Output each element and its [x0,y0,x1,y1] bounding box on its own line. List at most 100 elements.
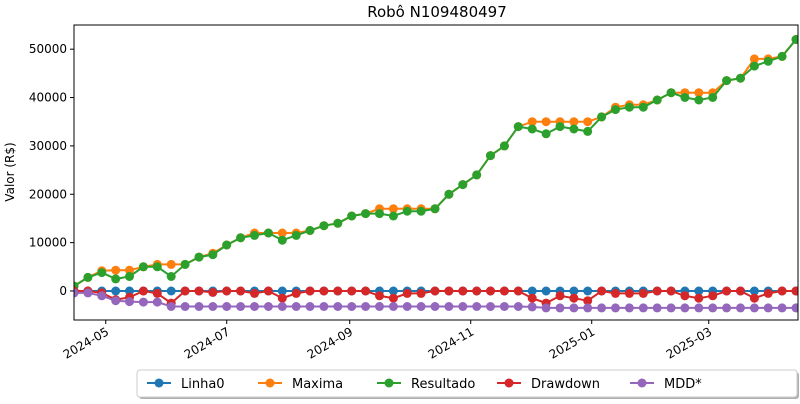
data-point-mdd [97,291,106,300]
data-point-resultado [653,96,662,105]
data-point-linha0 [167,287,176,296]
data-point-drawdown [569,294,578,303]
data-point-mdd [597,303,606,312]
data-point-mdd [708,303,717,312]
data-point-mdd [722,303,731,312]
data-point-drawdown [500,287,509,296]
data-point-drawdown [361,287,370,296]
data-point-mdd [583,303,592,312]
data-point-mdd [653,303,662,312]
y-tick-label: 40000 [29,91,67,105]
data-point-resultado [181,260,190,269]
data-point-drawdown [236,287,245,296]
data-point-resultado [333,219,342,228]
data-point-drawdown [195,287,204,296]
legend-label-drawdown: Drawdown [531,377,600,392]
data-point-resultado [125,272,134,281]
y-axis-label: Valor (R$) [3,142,17,201]
data-point-resultado [722,76,731,85]
data-point-resultado [431,204,440,213]
data-point-mdd [222,302,231,311]
data-point-mdd [542,303,551,312]
data-point-resultado [167,272,176,281]
data-point-drawdown [694,294,703,303]
data-point-mdd [639,303,648,312]
data-point-mdd [319,302,328,311]
data-point-mdd [680,303,689,312]
data-point-mdd [444,302,453,311]
data-point-mdd [208,302,217,311]
series-line-maxima [74,40,796,287]
data-point-mdd [306,302,315,311]
data-point-mdd [764,303,773,312]
data-point-drawdown [222,287,231,296]
data-point-mdd [694,303,703,312]
data-point-resultado [278,236,287,245]
data-point-drawdown [653,287,662,296]
data-point-drawdown [514,287,523,296]
data-point-resultado [97,268,106,277]
data-point-mdd [278,302,287,311]
data-point-drawdown [278,294,287,303]
data-point-mdd [431,302,440,311]
data-point-drawdown [181,287,190,296]
data-point-maxima [542,117,551,126]
data-point-mdd [333,302,342,311]
chart-title: Robô N109480497 [367,3,507,21]
data-point-drawdown [250,289,259,298]
data-point-resultado [319,221,328,230]
data-point-drawdown [306,287,315,296]
data-point-mdd [375,302,384,311]
series-group [70,35,800,312]
data-point-drawdown [611,289,620,298]
data-point-mdd [153,298,162,307]
data-point-linha0 [583,287,592,296]
data-point-mdd [625,303,634,312]
data-point-resultado [208,250,217,259]
data-point-linha0 [111,287,120,296]
data-point-mdd [250,302,259,311]
data-point-mdd [389,302,398,311]
data-point-drawdown [736,287,745,296]
data-point-linha0 [542,287,551,296]
plot-area [70,35,800,312]
data-point-mdd [195,302,204,311]
data-point-drawdown [139,287,148,296]
data-point-resultado [708,93,717,102]
data-point-drawdown [764,289,773,298]
data-point-drawdown [403,289,412,298]
data-point-mdd [417,302,426,311]
data-point-drawdown [625,289,634,298]
data-point-resultado [472,170,481,179]
data-point-drawdown [389,294,398,303]
x-tick-label: 2024-09 [305,324,355,361]
x-tick-label: 2025-01 [547,324,597,361]
y-tick-label: 10000 [29,236,67,250]
data-point-resultado [611,105,620,114]
data-point-mdd [667,303,676,312]
data-point-mdd [236,302,245,311]
legend-marker-resultado [385,379,394,388]
x-tick-label: 2024-05 [61,324,111,361]
data-point-resultado [403,207,412,216]
legend-label-maxima: Maxima [292,377,343,392]
data-point-drawdown [431,287,440,296]
data-point-resultado [583,127,592,136]
data-point-drawdown [333,287,342,296]
data-point-resultado [306,226,315,235]
data-point-mdd [139,298,148,307]
data-point-resultado [750,62,759,71]
data-point-resultado [236,233,245,242]
plot-frame [74,25,798,320]
legend-marker-linha0 [155,379,164,388]
data-point-maxima [583,117,592,126]
data-point-drawdown [417,289,426,298]
data-point-mdd [347,302,356,311]
legend-marker-maxima [266,379,275,388]
legend-marker-drawdown [505,379,514,388]
y-tick-label: 50000 [29,42,67,56]
data-point-resultado [542,129,551,138]
data-point-drawdown [444,287,453,296]
data-point-resultado [347,212,356,221]
